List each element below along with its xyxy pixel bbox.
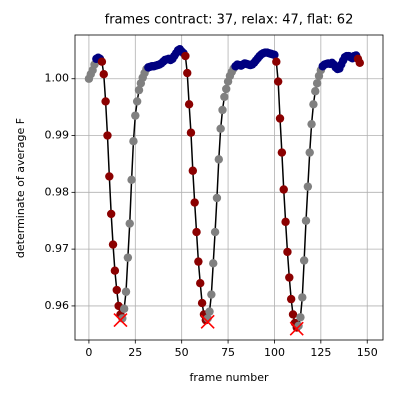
point xyxy=(220,92,229,102)
minimum-marker xyxy=(200,314,215,329)
y-tick-label: 0.98 xyxy=(45,185,70,198)
x-tick-label: 100 xyxy=(264,346,285,359)
x-tick-label: 125 xyxy=(310,346,331,359)
point xyxy=(192,227,201,237)
point xyxy=(196,279,205,288)
point xyxy=(312,79,322,88)
plot-frame xyxy=(74,34,384,341)
point xyxy=(273,77,283,86)
point xyxy=(97,57,107,66)
chart-title: frames contract: 37, relax: 47, flat: 62 xyxy=(105,13,354,28)
point xyxy=(108,240,118,249)
point xyxy=(286,294,296,304)
point xyxy=(210,227,220,237)
x-tick-label: 25 xyxy=(128,346,142,359)
point xyxy=(270,50,279,60)
point xyxy=(298,293,307,302)
point xyxy=(184,100,194,109)
point xyxy=(218,105,227,115)
y-tick-label: 0.96 xyxy=(45,299,70,312)
point xyxy=(129,137,138,146)
point xyxy=(110,266,120,275)
point xyxy=(101,97,110,106)
point xyxy=(112,285,121,295)
x-tick-label: 150 xyxy=(357,346,378,359)
point xyxy=(272,57,281,66)
point xyxy=(132,97,142,106)
point xyxy=(127,175,136,185)
point xyxy=(279,185,288,194)
point xyxy=(288,310,298,319)
x-tick-label: 75 xyxy=(221,346,235,359)
point xyxy=(134,85,144,95)
minimum-marker xyxy=(113,313,128,328)
point xyxy=(299,256,309,265)
y-tick-label: 1.00 xyxy=(45,72,70,85)
point xyxy=(222,84,231,94)
point xyxy=(303,182,313,191)
point xyxy=(99,69,108,79)
point xyxy=(277,148,287,157)
point xyxy=(301,216,311,225)
point xyxy=(106,209,116,219)
y-tick-label: 0.99 xyxy=(45,129,70,142)
point xyxy=(197,298,207,308)
point xyxy=(305,148,314,157)
point xyxy=(309,100,318,109)
point xyxy=(355,58,365,68)
x-tick-label: 50 xyxy=(175,346,189,359)
y-axis-label: determinate of average F xyxy=(14,118,27,258)
point xyxy=(131,111,140,120)
point xyxy=(285,273,294,282)
point xyxy=(194,257,203,266)
x-tick-label: 0 xyxy=(85,346,92,359)
point xyxy=(296,313,305,322)
point xyxy=(311,87,320,96)
point xyxy=(119,304,129,313)
point xyxy=(283,247,292,257)
point xyxy=(281,217,290,227)
x-axis-label: frame number xyxy=(189,371,269,384)
y-tick-label: 0.97 xyxy=(45,242,70,255)
point xyxy=(186,128,196,137)
point xyxy=(103,131,112,140)
point xyxy=(190,198,199,207)
point xyxy=(207,290,216,299)
point xyxy=(275,114,285,123)
point xyxy=(212,193,222,203)
point xyxy=(183,68,192,78)
point xyxy=(216,124,225,133)
minimum-marker xyxy=(289,321,304,336)
point xyxy=(214,155,223,164)
point xyxy=(307,119,316,129)
point xyxy=(105,172,114,181)
point xyxy=(209,259,218,268)
point xyxy=(123,253,133,262)
point xyxy=(125,219,134,228)
point xyxy=(205,307,214,316)
point xyxy=(121,287,131,296)
point xyxy=(181,51,190,61)
point xyxy=(188,166,198,175)
